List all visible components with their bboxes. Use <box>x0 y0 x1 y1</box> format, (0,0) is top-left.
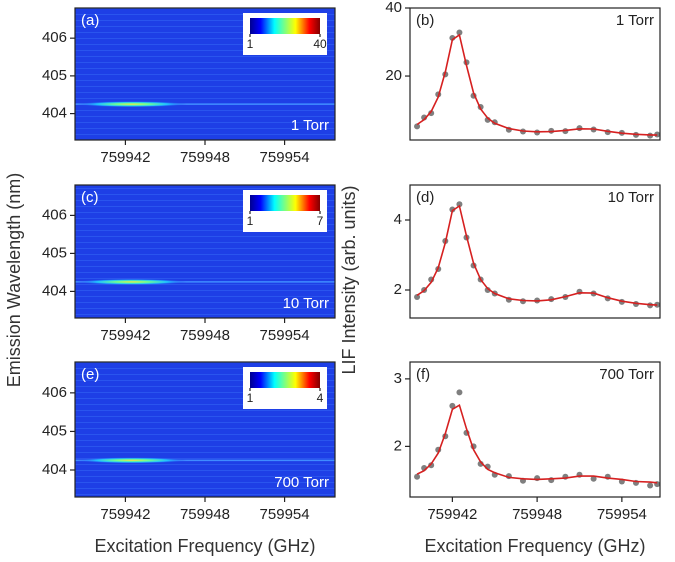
y-tick-label: 3 <box>394 370 402 387</box>
x-tick-label: 759942 <box>100 149 150 166</box>
data-point <box>484 287 491 293</box>
x-tick-label: 759942 <box>427 506 477 523</box>
plot-area <box>410 8 660 140</box>
data-point <box>647 482 654 489</box>
x-tick-label: 759948 <box>180 506 230 523</box>
colorbar-tick-label: 1 <box>247 37 254 51</box>
data-point <box>414 473 421 480</box>
x-tick-label: 759954 <box>260 327 310 344</box>
data-point <box>428 462 435 469</box>
x-axis-title: Excitation Frequency (GHz) <box>424 536 645 556</box>
y-tick-label: 20 <box>385 67 402 84</box>
x-tick-label: 759954 <box>597 506 647 523</box>
pressure-label: 700 Torr <box>599 366 654 383</box>
x-tick-label: 759942 <box>100 327 150 344</box>
y-tick-label: 406 <box>42 29 67 46</box>
fit-line <box>416 33 658 136</box>
y-tick-label: 405 <box>42 244 67 261</box>
data-point <box>428 110 435 117</box>
x-tick-label: 759948 <box>512 506 562 523</box>
data-point <box>414 123 421 130</box>
pressure-label: 1 Torr <box>616 12 654 29</box>
fit-line <box>416 403 658 484</box>
y-tick-label: 2 <box>394 281 402 298</box>
colorbar <box>250 195 320 211</box>
panel-label: (a) <box>81 12 99 29</box>
colorbar-tick-label: 7 <box>317 214 324 228</box>
x-axis-title: Excitation Frequency (GHz) <box>94 536 315 556</box>
fit-line <box>416 204 658 306</box>
data-point <box>449 402 456 409</box>
frame <box>409 184 661 319</box>
pressure-label: 10 Torr <box>283 295 329 312</box>
frame <box>409 7 661 141</box>
y-tick-label: 404 <box>42 105 67 122</box>
emission-peak <box>77 457 188 464</box>
y-tick-label: 405 <box>42 422 67 439</box>
colorbar-tick-label: 1 <box>247 214 254 228</box>
y-axis-title: LIF Intensity (arb. units) <box>339 185 359 374</box>
panel: (d) 10 Torr 2 4 LIF Intensity (arb. units) <box>339 184 661 375</box>
data-point <box>590 475 597 482</box>
colorbar-tick-label: 40 <box>313 37 327 51</box>
y-tick-label: 406 <box>42 384 67 401</box>
panel-label: (c) <box>81 189 99 206</box>
panel: 1 7 (c) 10 Torr 404 405 406 759942 759948 759954 E… <box>4 173 336 387</box>
y-tick-label: 2 <box>394 437 402 454</box>
pressure-label: 700 Torr <box>274 474 329 491</box>
y-tick-label: 405 <box>42 67 67 84</box>
data-point <box>456 389 463 396</box>
y-tick-label: 40 <box>385 0 402 16</box>
y-tick-label: 404 <box>42 461 67 478</box>
emission-peak <box>77 101 188 108</box>
x-tick-label: 759948 <box>180 327 230 344</box>
data-point <box>414 294 421 300</box>
colorbar-tick-label: 4 <box>317 391 324 405</box>
pressure-label: 1 Torr <box>291 117 329 134</box>
frame <box>409 361 661 498</box>
panel-label: (e) <box>81 366 99 383</box>
data-point <box>456 29 463 36</box>
x-tick-label: 759954 <box>260 149 310 166</box>
panel: (b) 1 Torr 20 40 <box>385 0 661 141</box>
panel-label: (d) <box>416 189 434 206</box>
panel: 1 40 (a) 1 Torr 404 405 406 759942 759948 759954 <box>42 7 336 166</box>
x-tick-label: 759942 <box>100 506 150 523</box>
y-axis-title: Emission Wavelength (nm) <box>4 173 24 387</box>
data-point <box>456 201 463 208</box>
data-point <box>534 475 541 482</box>
x-tick-label: 759954 <box>260 506 310 523</box>
y-tick-label: 404 <box>42 282 67 299</box>
y-tick-label: 4 <box>394 211 402 228</box>
colorbar <box>250 18 320 34</box>
panel: 1 4 (e) 700 Torr 404 405 406 759942 759948 759954… <box>42 361 336 556</box>
data-point <box>449 206 456 213</box>
colorbar-tick-label: 1 <box>247 391 254 405</box>
emission-peak <box>77 278 188 285</box>
panel: (f) 700 Torr 2 3 759942 759948 759954 Excitatio… <box>394 361 661 556</box>
y-tick-label: 406 <box>42 206 67 223</box>
panel-label: (f) <box>416 366 430 383</box>
colorbar <box>250 372 320 388</box>
x-tick-label: 759948 <box>180 149 230 166</box>
pressure-label: 10 Torr <box>608 189 654 206</box>
plot-area <box>410 362 660 497</box>
panel-label: (b) <box>416 12 434 29</box>
